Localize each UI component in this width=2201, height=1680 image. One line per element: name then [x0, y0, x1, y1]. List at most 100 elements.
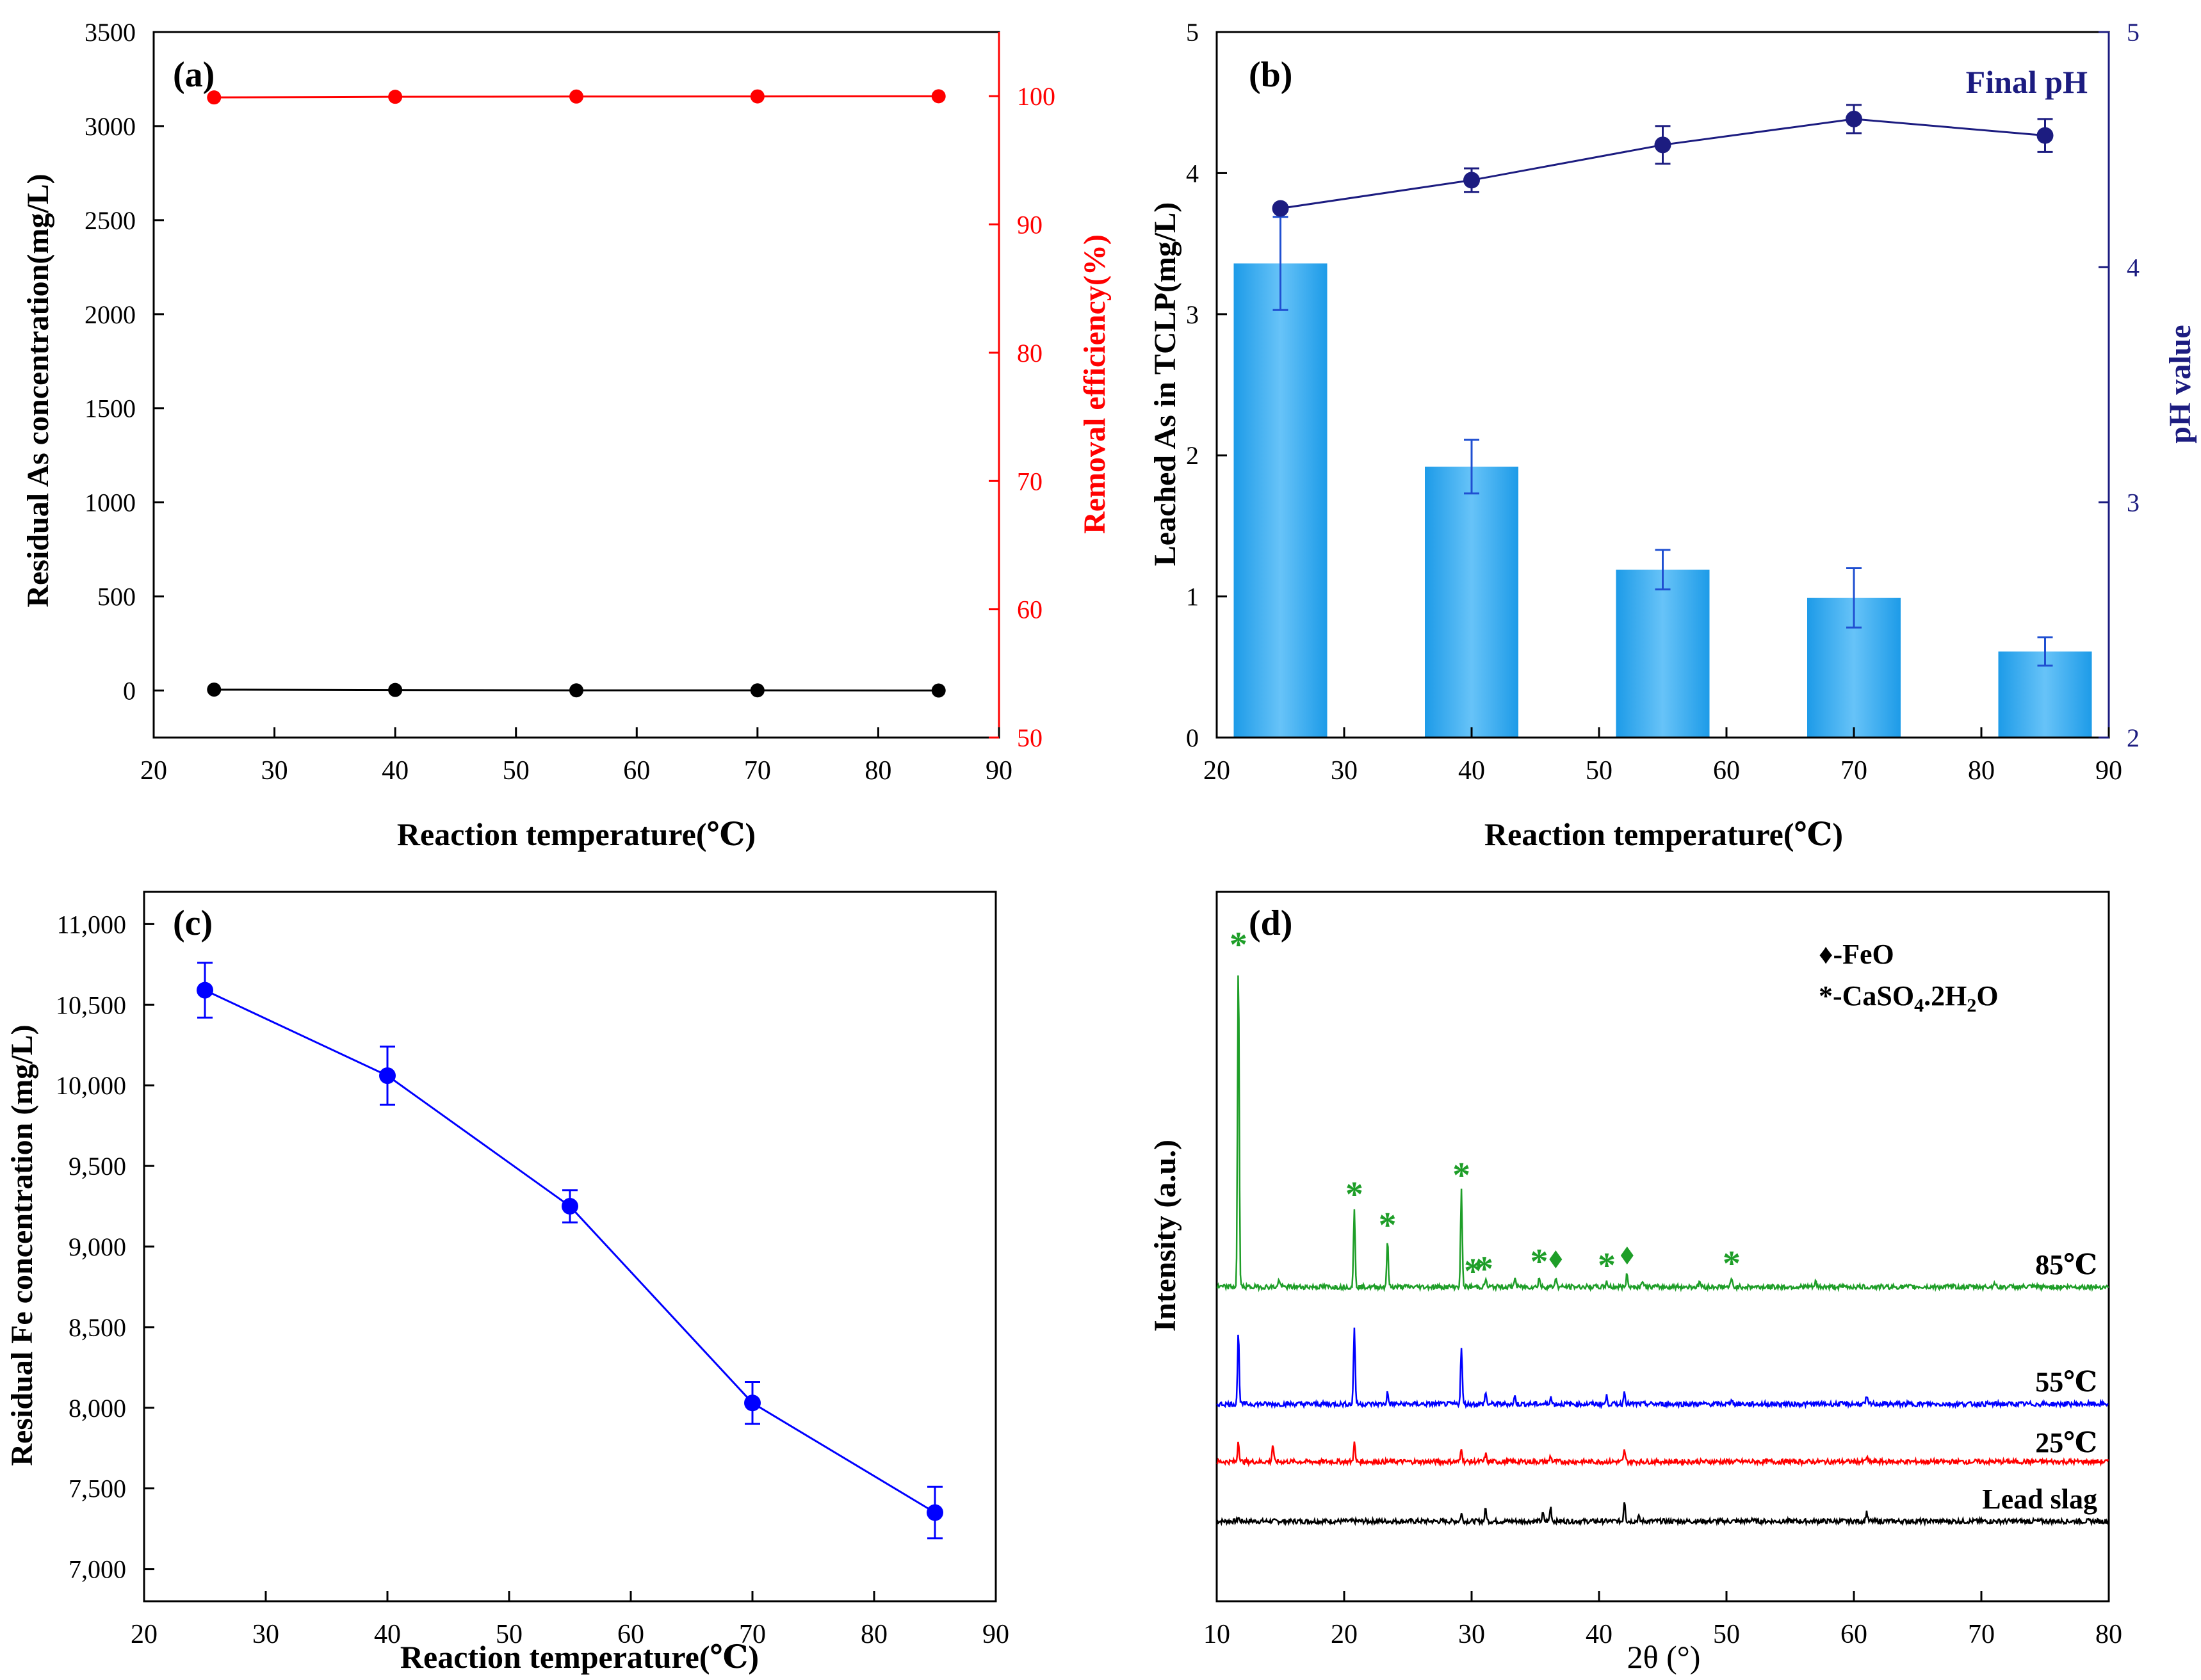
panel-d-gypsum-marker: *	[1464, 1252, 1482, 1291]
panel-c: 20 30 40 50 60 70 80 90 7,000 7,500 8,000 8,500 9,0…	[5, 891, 1009, 1675]
panel-d-xtick-label: 20	[1331, 1620, 1358, 1649]
panel-a-point	[388, 682, 403, 697]
panel-b-xtick-label: 70	[1840, 756, 1867, 786]
panel-b-ytick-label: 4	[1186, 159, 1199, 188]
panel-d-xtick-label: 60	[1840, 1620, 1867, 1649]
panel-a-point	[750, 683, 765, 698]
panel-c-xtick-label: 20	[131, 1620, 158, 1649]
panel-b-label: (b)	[1249, 55, 1292, 95]
panel-b-xtick-label: 60	[1713, 756, 1740, 786]
panel-b-bar	[1233, 263, 1328, 738]
panel-a: 20 30 40 50 60 70 80 90 0 500 1000 1500 2000 2500 300…	[21, 18, 1112, 852]
panel-c-ytick-label: 11,000	[56, 910, 126, 939]
panel-a-point	[750, 89, 765, 104]
panel-c-point	[379, 1067, 396, 1085]
panel-d-gypsum-marker: *	[1379, 1206, 1397, 1245]
panel-c-ylabel: Residual Fe concentration (mg/L)	[5, 1024, 39, 1466]
panel-a-xtick-label: 40	[382, 756, 409, 786]
panel-b-xlabel: Reaction temperature(℃)	[1484, 816, 1843, 852]
panel-b-y2tick-label: 5	[2127, 18, 2140, 47]
panel-a-y2tick-label: 60	[1017, 595, 1043, 624]
panel-d-pattern	[1216, 1502, 2109, 1527]
panel-b-xtick-label: 20	[1203, 756, 1230, 786]
panel-a-y2tick-label: 70	[1017, 467, 1043, 496]
panel-b-xtick-label: 80	[1968, 756, 1995, 786]
panel-b-legend: Final pH	[1966, 64, 2088, 100]
panel-b-ylabel: Leached As in TCLP(mg/L)	[1148, 202, 1182, 567]
panel-a-xtick-label: 60	[623, 756, 650, 786]
panel-c-ytick-label: 8,500	[69, 1313, 126, 1342]
panel-a-xtick-label: 50	[503, 756, 530, 786]
panel-c-ytick-label: 10,500	[56, 990, 126, 1019]
panel-a-y2tick-label: 50	[1017, 723, 1043, 752]
panel-a-xtick-label: 90	[986, 756, 1012, 786]
panel-b-ph-point	[1846, 110, 1862, 127]
panel-a-ytick-label: 1500	[85, 394, 136, 423]
panel-b-ytick-label: 0	[1186, 723, 1199, 752]
panel-b-xtick-label: 40	[1458, 756, 1485, 786]
panel-d-series-label: 25℃	[2035, 1427, 2097, 1458]
panel-c-xtick-label: 40	[374, 1620, 401, 1649]
panel-a-ytick-label: 3500	[85, 18, 136, 47]
panel-d-xtick-label: 10	[1203, 1620, 1230, 1649]
panel-a-point	[931, 89, 946, 104]
panel-c-frame	[143, 891, 997, 1603]
panel-d-legend-gypsum: *-CaSO4.2H2O	[1819, 980, 1999, 1016]
panel-a-xtick-label: 70	[744, 756, 771, 786]
panel-d-series-label: 85℃	[2035, 1249, 2097, 1280]
panel-a-xlabel: Reaction temperature(℃)	[397, 816, 756, 852]
panel-a-y2tick-label: 80	[1017, 339, 1043, 368]
panel-a-ylabel: Residual As concentration(mg/L)	[21, 174, 55, 607]
panel-d-xtick-label: 40	[1586, 1620, 1612, 1649]
panel-c-label: (c)	[173, 903, 213, 943]
panel-d-pattern	[1216, 1327, 2109, 1410]
panel-a-ytick-label: 1000	[85, 489, 136, 517]
panel-d-xlabel: 2θ (°)	[1627, 1639, 1701, 1675]
panel-b-ph-point	[1463, 172, 1480, 189]
panel-d-gypsum-marker: *	[1230, 925, 1247, 965]
panel-d-series-label: Lead slag	[1982, 1483, 2097, 1515]
panel-a-point	[931, 683, 946, 698]
panel-d-pattern	[1216, 1441, 2109, 1467]
panel-a-ytick-label: 2000	[85, 300, 136, 329]
panel-d-ylabel: Intensity (a.u.)	[1148, 1140, 1182, 1332]
panel-d-xtick-label: 50	[1713, 1620, 1740, 1649]
panel-a-ytick-label: 500	[97, 583, 136, 611]
panel-b-ytick-label: 1	[1186, 583, 1199, 611]
panel-c-ytick-label: 9,500	[69, 1152, 126, 1181]
panel-c-xtick-label: 30	[252, 1620, 279, 1649]
panel-b-y2tick-label: 2	[2127, 723, 2140, 752]
panel-d-gypsum-marker: *	[1723, 1244, 1741, 1284]
panel-d-xtick-label: 80	[2095, 1620, 2122, 1649]
panel-c-point	[562, 1198, 578, 1215]
panel-a-ytick-label: 2500	[85, 206, 136, 235]
panel-b-ph-point	[1654, 136, 1671, 154]
panel-d-series-label: 55℃	[2035, 1366, 2097, 1398]
panel-d-feo-marker	[1620, 1247, 1634, 1264]
panel-b-xtick-label: 30	[1331, 756, 1358, 786]
panel-a-point	[569, 683, 583, 698]
panel-c-ytick-label: 8,000	[69, 1394, 126, 1423]
panel-d-gypsum-marker: *	[1530, 1242, 1548, 1282]
panel-c-ytick-label: 10,000	[56, 1071, 126, 1100]
panel-d-feo-marker	[1549, 1250, 1563, 1268]
panel-a-point	[207, 682, 222, 697]
panel-b-ytick-label: 5	[1186, 18, 1199, 47]
panel-d-gypsum-marker: *	[1345, 1175, 1363, 1215]
panel-c-xtick-label: 60	[617, 1620, 644, 1649]
panel-a-ytick-label: 3000	[85, 112, 136, 141]
panel-d-label: (d)	[1249, 903, 1292, 943]
panel-a-ytick-label: 0	[123, 677, 136, 706]
panel-d-xtick-label: 30	[1458, 1620, 1485, 1649]
panel-d-gypsum-marker: *	[1452, 1156, 1470, 1195]
panel-c-point	[744, 1394, 761, 1412]
panel-b-bar	[1425, 466, 1518, 738]
panel-d-gypsum-marker: *	[1475, 1250, 1493, 1289]
panel-a-xtick-label: 80	[865, 756, 891, 786]
panel-d-xtick-label: 70	[1968, 1620, 1995, 1649]
panel-c-ytick-label: 7,000	[69, 1555, 126, 1584]
panel-c-xtick-label: 50	[496, 1620, 523, 1649]
panel-b-ph-point	[2036, 127, 2054, 144]
